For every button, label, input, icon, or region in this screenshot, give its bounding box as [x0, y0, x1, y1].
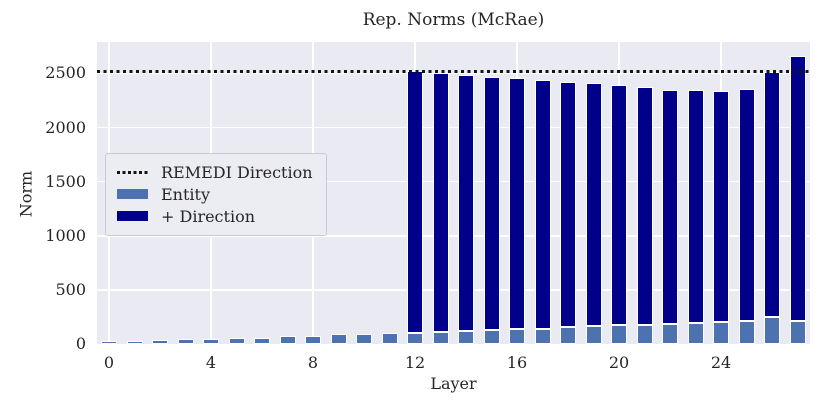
bar-layer-21-entity	[636, 324, 653, 344]
legend: REMEDI Direction Entity + Direction	[105, 153, 327, 236]
bar-layer-27-entity	[789, 320, 806, 344]
bar-layer-12-entity	[407, 333, 423, 344]
bar-layer-21-direction	[636, 87, 653, 325]
bar-layer-3-entity	[177, 339, 194, 344]
bar-layer-25-entity	[738, 320, 755, 344]
bar-layer-7-entity	[279, 336, 296, 344]
y-tick-label-2000: 2000	[45, 117, 86, 137]
legend-entry-direction: + Direction	[117, 205, 313, 227]
legend-entry-entity: Entity	[117, 183, 313, 205]
bar-layer-8-entity	[305, 335, 321, 344]
bar-layer-17-entity	[534, 328, 551, 344]
y-tick-label-500: 500	[55, 279, 86, 299]
bar-layer-23-entity	[687, 323, 704, 344]
legend-label-remedi-direction: REMEDI Direction	[161, 162, 313, 182]
bar-layer-24-direction	[713, 91, 729, 323]
legend-entry-remedi-direction: REMEDI Direction	[117, 161, 313, 183]
bar-layer-27-direction	[789, 55, 806, 321]
y-gridline-500	[97, 289, 810, 291]
y-gridline-2500	[97, 72, 810, 75]
bar-layer-22-direction	[662, 89, 678, 325]
bar-layer-16-direction	[509, 78, 525, 330]
x-tick-label-8: 8	[307, 353, 319, 372]
x-tick-label-4: 4	[205, 353, 217, 372]
bar-layer-11-entity	[381, 333, 398, 344]
bar-layer-4-entity	[203, 338, 219, 344]
bar-layer-20-entity	[611, 325, 627, 344]
x-tick-label-24: 24	[710, 353, 732, 372]
bar-layer-9-entity	[330, 334, 347, 344]
x-tick-label-20: 20	[608, 353, 630, 372]
y-gridline-1500	[97, 180, 810, 183]
bar-layer-26-direction	[764, 72, 780, 318]
bar-layer-19-entity	[585, 326, 602, 344]
bar-layer-2-entity	[152, 340, 168, 344]
bar-layer-20-direction	[611, 85, 627, 326]
bar-layer-10-entity	[356, 333, 372, 344]
y-tick-label-2500: 2500	[45, 63, 86, 83]
y-gridline-1000	[97, 234, 810, 237]
bar-layer-1-entity	[126, 340, 143, 344]
legend-label-entity: Entity	[161, 184, 210, 204]
bar-layer-5-entity	[228, 337, 245, 344]
x-axis-label: Layer	[430, 374, 477, 393]
reference-line-remedi-direction	[97, 70, 810, 74]
bar-layer-13-entity	[432, 332, 449, 344]
x-tick-label-12: 12	[404, 353, 426, 372]
bar-layer-15-direction	[483, 76, 500, 331]
x-tick-label-0: 0	[103, 353, 115, 372]
bar-layer-16-entity	[509, 329, 525, 344]
bar-layer-17-direction	[534, 79, 551, 329]
bar-layer-18-direction	[560, 82, 576, 328]
y-tick-label-0: 0	[75, 334, 86, 353]
bar-layer-14-entity	[458, 331, 474, 344]
bar-layer-26-entity	[764, 317, 780, 344]
chart-title: Rep. Norms (McRae)	[362, 10, 545, 30]
direction-swatch-icon	[117, 211, 148, 221]
y-gridline-2000	[97, 126, 810, 129]
dotted-line-swatch-icon	[117, 170, 148, 174]
y-tick-label-1000: 1000	[45, 225, 86, 245]
x-tick-label-16: 16	[506, 353, 528, 372]
bar-layer-22-entity	[662, 324, 678, 344]
bar-layer-14-direction	[458, 75, 474, 332]
legend-label-direction: + Direction	[161, 206, 255, 226]
bar-layer-25-direction	[738, 89, 755, 321]
bar-layer-13-direction	[432, 72, 449, 333]
bar-layer-15-entity	[483, 330, 500, 344]
bar-layer-18-entity	[560, 327, 576, 344]
bar-layer-12-direction	[407, 71, 423, 334]
bar-layer-23-direction	[687, 90, 704, 324]
plot-area: REMEDI Direction Entity + Direction	[97, 42, 810, 344]
bar-layer-24-entity	[713, 322, 729, 344]
bar-layer-6-entity	[254, 337, 270, 344]
bar-layer-0-entity	[101, 340, 117, 344]
entity-swatch-icon	[117, 189, 148, 199]
bar-layer-19-direction	[585, 83, 602, 327]
y-tick-label-1500: 1500	[45, 171, 86, 191]
